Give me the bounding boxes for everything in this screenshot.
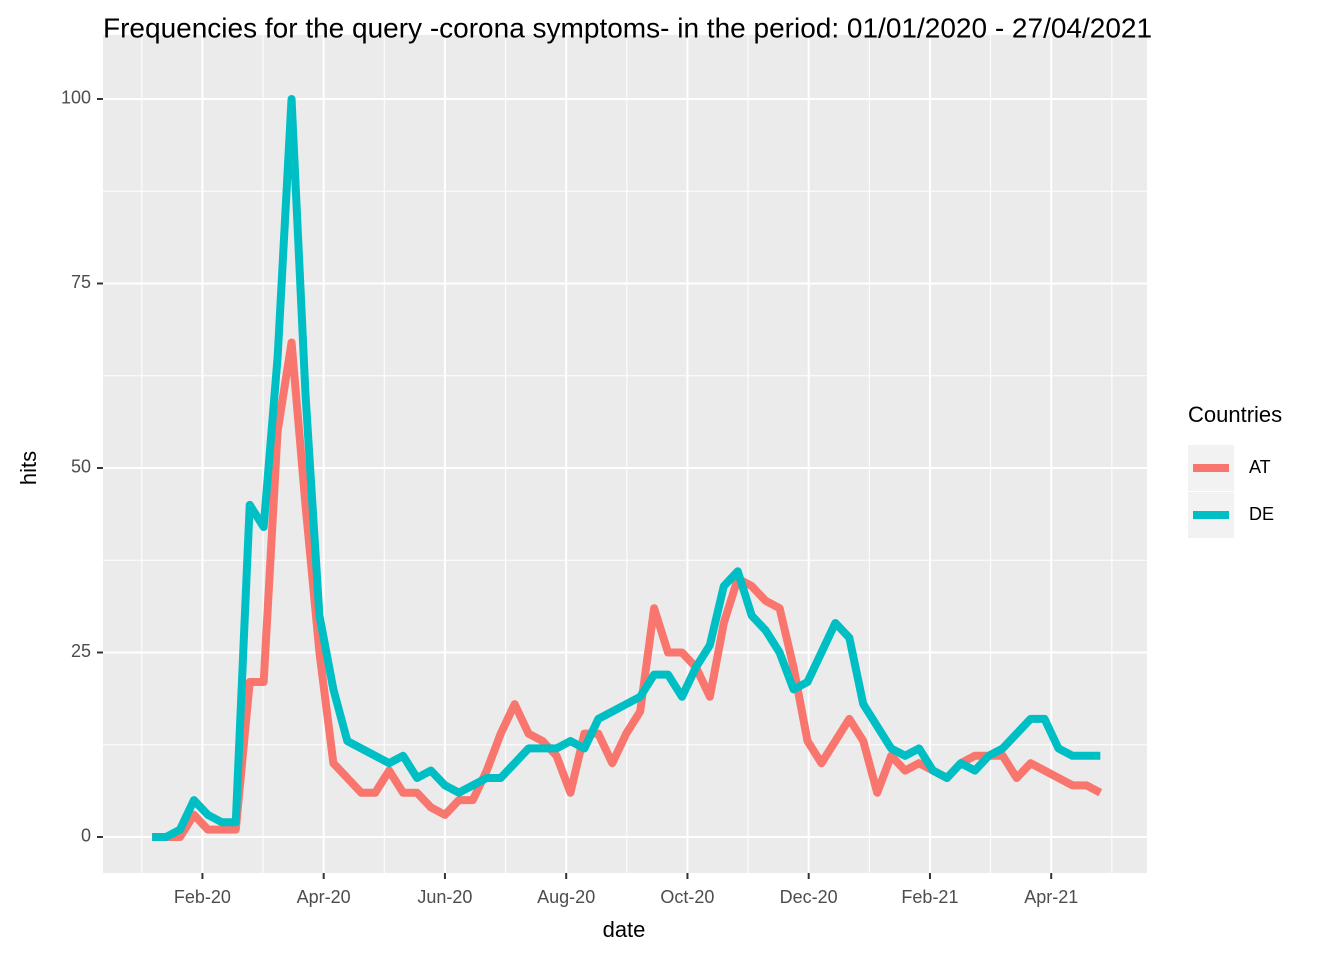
y-tick-label: 75 [71,272,91,292]
y-tick-label: 50 [71,457,91,477]
x-tick-label: Apr-21 [1024,887,1078,907]
x-tick-label: Feb-21 [901,887,958,907]
x-tick-label: Feb-20 [174,887,231,907]
x-tick-label: Apr-20 [297,887,351,907]
x-axis-label: date [603,917,646,942]
legend-label: DE [1249,504,1274,524]
y-tick-label: 25 [71,641,91,661]
legend-title: Countries [1188,402,1282,427]
x-tick-label: Aug-20 [537,887,595,907]
data-line [152,94,1101,841]
chart-title: Frequencies for the query -corona sympto… [103,12,1152,43]
x-tick-label: Oct-20 [660,887,714,907]
x-tick-label: Jun-20 [417,887,472,907]
y-tick-label: 0 [81,826,91,846]
legend-label: AT [1249,457,1271,477]
y-tick-label: 100 [61,88,91,108]
y-axis-label: hits [16,451,41,485]
x-tick-label: Dec-20 [780,887,838,907]
